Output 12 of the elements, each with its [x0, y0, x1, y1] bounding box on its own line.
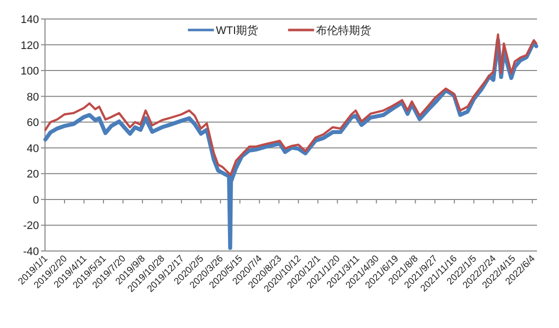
y-tick-label: 120 — [20, 40, 39, 52]
y-tick-label: 40 — [26, 142, 39, 155]
y-tick-label: 140 — [20, 14, 39, 26]
y-tick-label: 60 — [26, 117, 39, 130]
y-tick-label: 80 — [26, 91, 39, 104]
y-tick-label: -40 — [23, 246, 39, 258]
y-tick-label: 100 — [20, 66, 39, 78]
y-tick-label: 0 — [32, 194, 39, 206]
y-tick-label: 20 — [26, 168, 39, 181]
legend-label: WTI期货 — [216, 25, 258, 37]
y-tick-label: -20 — [23, 220, 39, 232]
legend-label: 布伦特期货 — [316, 25, 372, 37]
